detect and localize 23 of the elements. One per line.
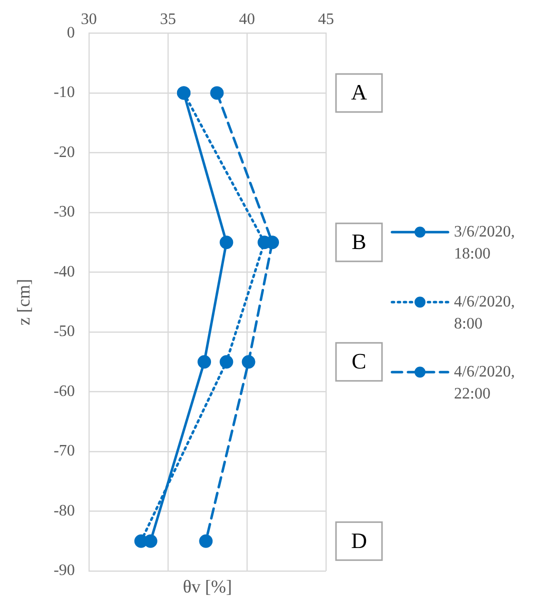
- y-tick-label: -60: [54, 382, 75, 400]
- legend-label: 4/6/2020, 22:00: [454, 363, 515, 402]
- y-tick-label: -80: [54, 502, 75, 520]
- y-tick-label: -40: [54, 263, 75, 280]
- text: D: [351, 528, 367, 553]
- y-tick-label: -30: [54, 204, 75, 221]
- x-tick-label: 35: [160, 10, 176, 28]
- y-tick-label: -50: [54, 323, 75, 340]
- y-tick-label: -90: [54, 562, 75, 580]
- x-tick-label: 40: [238, 10, 255, 28]
- y-tick-label: -70: [54, 442, 75, 460]
- text: A: [351, 80, 368, 105]
- text: C: [352, 348, 366, 374]
- y-tick-label: -10: [54, 84, 75, 102]
- text: B: [352, 229, 366, 254]
- y-tick-label: -20: [54, 144, 75, 161]
- x-tick-label: 30: [80, 10, 97, 28]
- legend-label: 3/6/2020, 18:00: [454, 223, 515, 262]
- legend-label: 4/6/2020, 8:00: [454, 293, 515, 332]
- x-axis-title: θv [%]: [182, 576, 232, 597]
- x-tick-label: 45: [318, 10, 334, 28]
- y-axis-title: z [cm]: [14, 278, 34, 326]
- y-tick-label: 0: [66, 24, 75, 42]
